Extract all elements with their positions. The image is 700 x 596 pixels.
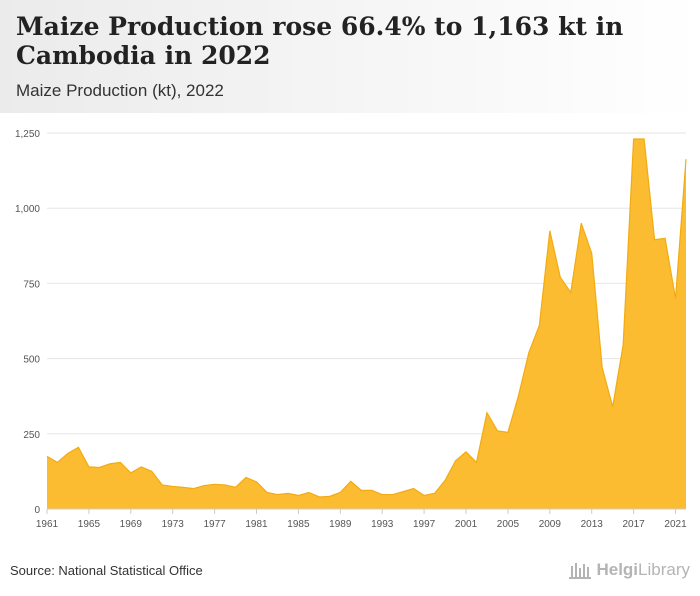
data-point <box>66 452 69 455</box>
data-point <box>245 476 248 479</box>
data-point <box>611 405 614 408</box>
data-point <box>108 462 111 465</box>
data-point <box>286 492 289 495</box>
x-tick-label: 2017 <box>622 519 645 530</box>
y-tick-label: 1,000 <box>15 204 40 215</box>
x-tick-label: 1965 <box>78 519 101 530</box>
data-point <box>213 483 216 486</box>
data-point <box>360 489 363 492</box>
x-tick-label: 1989 <box>329 519 352 530</box>
data-point <box>444 479 447 482</box>
data-point <box>391 493 394 496</box>
helgi-library-logo[interactable]: Helgi Library <box>568 560 690 580</box>
data-point <box>349 480 352 483</box>
data-point <box>580 222 583 225</box>
data-point <box>674 297 677 300</box>
x-tick-label: 1977 <box>203 519 226 530</box>
header-band: Maize Production rose 66.4% to 1,163 kt … <box>0 0 700 113</box>
data-point <box>234 486 237 489</box>
area-chart: 0 250 500 750 1,000 1,250 1961 1965 1969 1973 1977… <box>15 129 688 530</box>
data-point <box>119 461 122 464</box>
data-point <box>318 495 321 498</box>
data-point <box>548 229 551 232</box>
data-point <box>56 461 59 464</box>
data-point <box>87 465 90 468</box>
data-point <box>370 489 373 492</box>
data-point <box>224 483 227 486</box>
data-point <box>517 395 520 398</box>
data-point <box>664 237 667 240</box>
data-point <box>454 459 457 462</box>
x-tick-label: 1985 <box>287 519 310 530</box>
brand-name: Helgi <box>596 560 639 579</box>
data-point <box>339 491 342 494</box>
data-point <box>496 429 499 432</box>
x-tick-label: 2001 <box>455 519 478 530</box>
x-tick-label: 1993 <box>371 519 394 530</box>
data-point <box>182 486 185 489</box>
area-series-maize-production <box>47 139 686 509</box>
data-point <box>255 480 258 483</box>
x-tick-label: 1969 <box>120 519 143 530</box>
x-tick-label: 2021 <box>664 519 687 530</box>
data-point <box>150 470 153 473</box>
data-point <box>653 238 656 241</box>
data-point <box>423 494 426 497</box>
series-line <box>46 138 687 498</box>
data-point <box>485 411 488 414</box>
data-point <box>601 366 604 369</box>
y-tick-label: 250 <box>23 430 40 441</box>
data-point <box>98 466 101 469</box>
data-point <box>192 487 195 490</box>
data-point <box>412 487 415 490</box>
y-tick-label: 500 <box>23 355 40 366</box>
chart-subtitle: Maize Production (kt), 2022 <box>16 81 224 100</box>
data-point <box>559 276 562 279</box>
x-tick-label: 2005 <box>497 519 520 530</box>
data-point <box>402 490 405 493</box>
data-point <box>297 494 300 497</box>
source-note: Source: National Statistical Office <box>10 563 203 578</box>
x-tick-label: 1961 <box>36 519 59 530</box>
data-point <box>46 455 49 458</box>
brand-suffix: Library <box>638 560 690 579</box>
chart-title: Maize Production rose 66.4% to 1,163 kt … <box>16 12 624 70</box>
library-building-icon <box>569 563 592 579</box>
data-point <box>381 493 384 496</box>
data-point <box>590 252 593 255</box>
x-tick-label: 1973 <box>162 519 185 530</box>
data-point <box>328 495 331 498</box>
data-point <box>265 491 268 494</box>
x-tick-label: 1997 <box>413 519 436 530</box>
x-tick-label: 2009 <box>539 519 562 530</box>
data-point <box>622 344 625 347</box>
data-point <box>307 491 310 494</box>
data-point <box>527 351 530 354</box>
data-point <box>569 291 572 294</box>
data-point <box>129 471 132 474</box>
y-tick-label: 750 <box>23 279 40 290</box>
data-point <box>632 138 635 141</box>
data-point <box>77 446 80 449</box>
y-tick-label: 1,250 <box>15 129 40 140</box>
data-point <box>276 493 279 496</box>
data-point <box>643 138 646 141</box>
x-tick-label: 1981 <box>245 519 268 530</box>
data-point <box>465 450 468 453</box>
x-tick-label: 2013 <box>581 519 604 530</box>
data-point <box>140 465 143 468</box>
data-point <box>433 492 436 495</box>
data-point <box>475 461 478 464</box>
data-point <box>685 158 688 161</box>
data-point <box>171 485 174 488</box>
y-tick-label: 0 <box>34 505 40 516</box>
data-point <box>506 431 509 434</box>
data-point <box>203 484 206 487</box>
data-point <box>161 483 164 486</box>
data-point <box>538 324 541 327</box>
